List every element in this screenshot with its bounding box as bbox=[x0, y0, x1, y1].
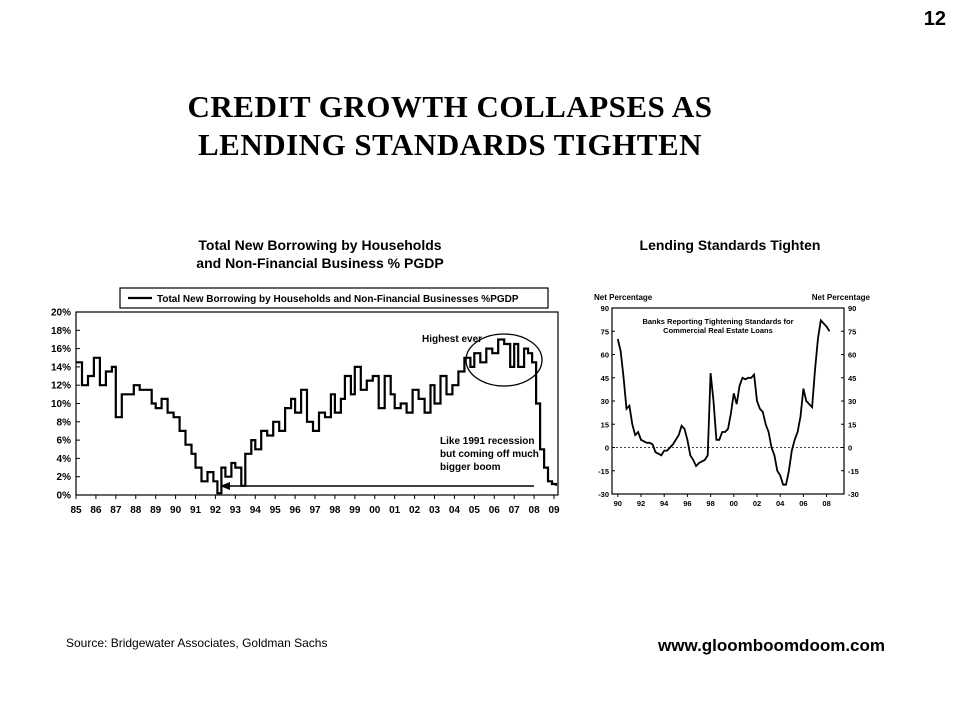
borrowing-series-line bbox=[76, 338, 558, 495]
borrowing-heading-line-1: Total New Borrowing by Households bbox=[198, 237, 442, 253]
legend-box bbox=[119, 287, 549, 309]
y-tick-label: 18% bbox=[51, 326, 71, 337]
borrowing-heading-line-2: and Non-Financial Business % PGDP bbox=[196, 255, 444, 271]
borrowing-legend: Total New Borrowing by Households and No… bbox=[119, 287, 549, 309]
y-tick-label: 14% bbox=[51, 362, 71, 373]
x-tick-label: 91 bbox=[190, 505, 202, 516]
x-tick-label: 92 bbox=[637, 499, 645, 508]
x-tick-label: 03 bbox=[429, 505, 441, 516]
left-y-tick-label: 75 bbox=[601, 327, 609, 336]
right-y-tick-label: 75 bbox=[848, 327, 856, 336]
slide-title: CREDIT GROWTH COLLAPSES AS LENDING STAND… bbox=[0, 88, 900, 164]
x-tick-label: 04 bbox=[776, 499, 785, 508]
left-y-tick-label: 45 bbox=[601, 374, 609, 383]
x-tick-label: 94 bbox=[250, 505, 262, 516]
peak-annotation-text: Highest ever bbox=[422, 334, 482, 345]
right-y-tick-label: 30 bbox=[848, 397, 856, 406]
page-number: 12 bbox=[923, 8, 946, 30]
recession-note: Like 1991 recession but coming off much … bbox=[440, 436, 539, 473]
left-axis-label: Net Percentage bbox=[594, 293, 653, 302]
y-tick-label: 16% bbox=[51, 344, 71, 355]
lending-chart-heading: Lending Standards Tighten bbox=[639, 237, 821, 253]
right-y-tick-label: -15 bbox=[848, 467, 859, 476]
x-tick-label: 05 bbox=[469, 505, 481, 516]
title-line-2: LENDING STANDARDS TIGHTEN bbox=[197, 127, 703, 162]
x-tick-label: 98 bbox=[706, 499, 714, 508]
left-y-tick-label: 15 bbox=[601, 420, 609, 429]
right-y-tick-label: 90 bbox=[848, 304, 856, 313]
note-line-3: bigger boom bbox=[440, 462, 501, 473]
x-tick-label: 96 bbox=[290, 505, 302, 516]
x-tick-label: 97 bbox=[309, 505, 321, 516]
x-tick-label: 02 bbox=[753, 499, 761, 508]
x-tick-label: 02 bbox=[409, 505, 421, 516]
x-tick-label: 06 bbox=[799, 499, 807, 508]
x-tick-label: 04 bbox=[449, 505, 461, 516]
right-y-tick-label: -30 bbox=[848, 490, 859, 499]
right-y-tick-label: 45 bbox=[848, 374, 856, 383]
y-tick-label: 10% bbox=[51, 399, 71, 410]
right-y-tick-label: 0 bbox=[848, 444, 852, 453]
borrowing-chart-heading: Total New Borrowing by Households and No… bbox=[120, 236, 520, 272]
x-tick-label: 96 bbox=[683, 499, 691, 508]
x-tick-label: 85 bbox=[70, 505, 82, 516]
left-y-tick-label: 0 bbox=[605, 444, 609, 453]
comparison-arrow-head bbox=[220, 482, 230, 490]
note-line-2: but coming off much bbox=[440, 449, 539, 460]
left-y-tick-label: -15 bbox=[598, 467, 609, 476]
y-tick-label: 0% bbox=[57, 491, 72, 502]
x-tick-label: 09 bbox=[548, 505, 560, 516]
x-tick-label: 87 bbox=[110, 505, 122, 516]
lending-chart: Net Percentage Net Percentage Banks Repo… bbox=[594, 293, 871, 508]
x-tick-label: 92 bbox=[210, 505, 222, 516]
comparison-arrow bbox=[220, 482, 534, 490]
x-tick-label: 94 bbox=[660, 499, 669, 508]
borrowing-x-axis: 85 86 87 88 89 90 91 92 93 94 95 96 97 98 99 00 01 02 03 04… bbox=[70, 495, 560, 516]
right-y-tick-label: 15 bbox=[848, 420, 856, 429]
lending-series-line bbox=[616, 318, 831, 486]
x-tick-label: 90 bbox=[170, 505, 182, 516]
y-tick-label: 2% bbox=[57, 472, 72, 483]
left-y-tick-label: -30 bbox=[598, 490, 609, 499]
x-tick-label: 07 bbox=[509, 505, 521, 516]
title-line-1: CREDIT GROWTH COLLAPSES AS bbox=[187, 89, 713, 124]
x-tick-label: 00 bbox=[369, 505, 381, 516]
website-link[interactable]: www.gloomboomdoom.com bbox=[658, 636, 885, 655]
y-tick-label: 12% bbox=[51, 381, 71, 392]
right-axis-label: Net Percentage bbox=[812, 293, 871, 302]
lending-x-axis: 90 92 94 96 98 00 02 04 06 08 bbox=[614, 494, 831, 508]
y-tick-label: 20% bbox=[51, 308, 71, 319]
x-tick-label: 95 bbox=[270, 505, 282, 516]
x-tick-label: 98 bbox=[329, 505, 341, 516]
inner-title-line-1: Banks Reporting Tightening Standards for bbox=[642, 317, 793, 326]
peak-highlight-circle bbox=[465, 333, 543, 387]
right-y-tick-label: 60 bbox=[848, 351, 856, 360]
x-tick-label: 90 bbox=[614, 499, 622, 508]
x-tick-label: 08 bbox=[822, 499, 830, 508]
x-tick-label: 88 bbox=[130, 505, 142, 516]
x-tick-label: 86 bbox=[90, 505, 102, 516]
inner-title-line-2: Commercial Real Estate Loans bbox=[663, 326, 773, 335]
left-y-tick-label: 30 bbox=[601, 397, 609, 406]
legend-label: Total New Borrowing by Households and No… bbox=[157, 294, 519, 305]
y-tick-label: 8% bbox=[57, 417, 72, 428]
x-tick-label: 01 bbox=[389, 505, 401, 516]
x-tick-label: 93 bbox=[230, 505, 242, 516]
x-tick-label: 00 bbox=[730, 499, 738, 508]
x-tick-label: 89 bbox=[150, 505, 162, 516]
lending-plot-frame bbox=[611, 307, 845, 495]
y-tick-label: 4% bbox=[57, 454, 72, 465]
peak-annotation: Highest ever bbox=[422, 334, 482, 345]
source-note: Source: Bridgewater Associates, Goldman … bbox=[66, 636, 328, 650]
lending-y-axes: 90 90 75 75 60 60 45 45 30 30 15 15 0 0 -15 -15 -30 -30 bbox=[598, 304, 859, 499]
x-tick-label: 06 bbox=[489, 505, 501, 516]
borrowing-chart: Total New Borrowing by Households and No… bbox=[51, 287, 560, 516]
borrowing-y-axis: 20% 18% 16% 14% 12% 10% 8% 6% 4% 2% 0% bbox=[51, 308, 80, 502]
left-y-tick-label: 90 bbox=[601, 304, 609, 313]
y-tick-label: 6% bbox=[57, 436, 72, 447]
note-line-1: Like 1991 recession bbox=[440, 436, 535, 447]
left-y-tick-label: 60 bbox=[601, 351, 609, 360]
x-tick-label: 08 bbox=[529, 505, 541, 516]
x-tick-label: 99 bbox=[349, 505, 361, 516]
